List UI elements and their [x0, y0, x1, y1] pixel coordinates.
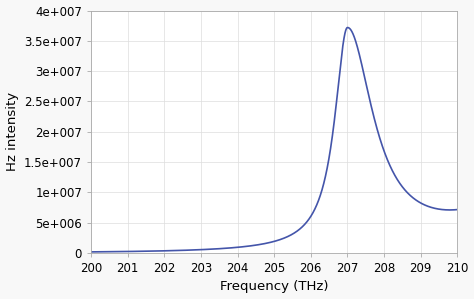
Y-axis label: Hz intensity: Hz intensity	[6, 92, 18, 171]
X-axis label: Frequency (THz): Frequency (THz)	[220, 280, 328, 293]
